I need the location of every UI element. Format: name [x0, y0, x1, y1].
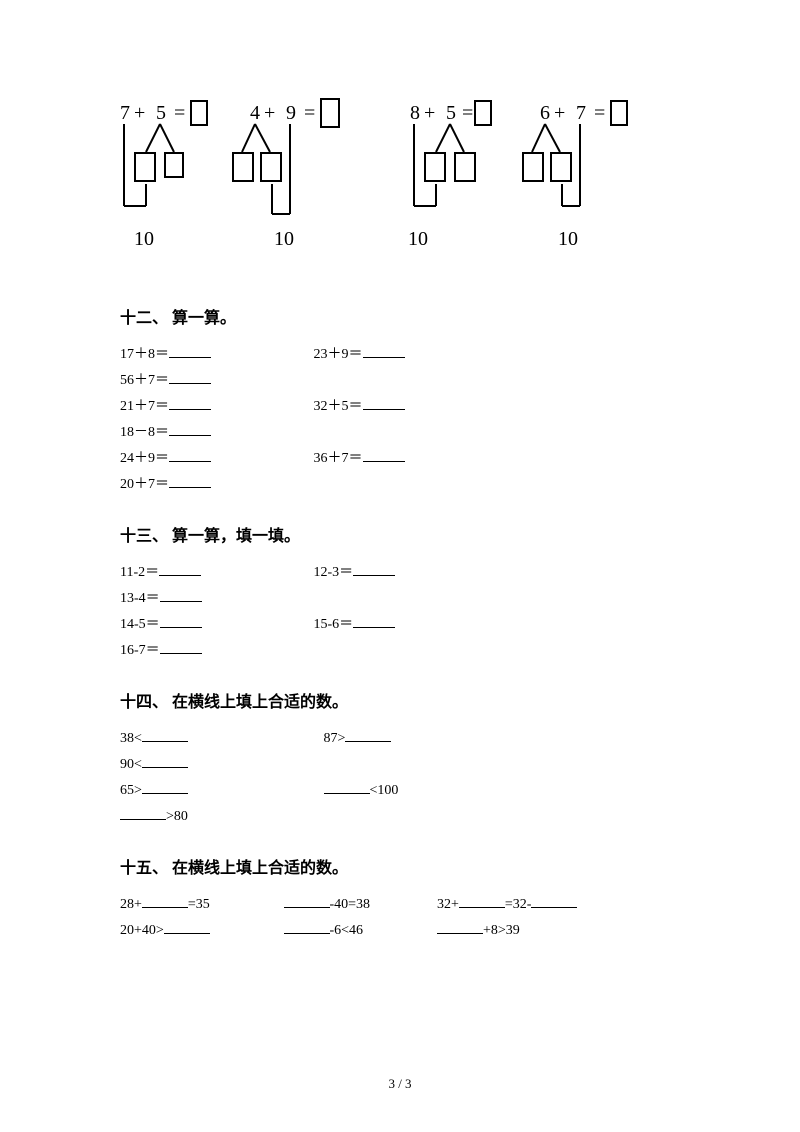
answer-blank [169, 343, 211, 358]
answer-blank [120, 805, 166, 820]
expr: -40=38 [330, 897, 371, 912]
expr: 12-3＝ [314, 565, 354, 580]
split-box-right [260, 152, 282, 182]
answer-blank [169, 473, 211, 488]
split-box-left [232, 152, 254, 182]
expr-post: <100 [370, 783, 399, 798]
diagram-3: 8 + 5 = 10 [410, 100, 550, 280]
answer-blank [169, 395, 211, 410]
ten-label: 10 [558, 228, 578, 251]
problem-row: 24＋9＝ 36＋7＝ 20＋7＝ [120, 446, 690, 498]
expr: +8>39 [483, 923, 520, 938]
expr: 15-6＝ [314, 617, 354, 632]
problem-row: 20+40> -6<46 +8>39 [120, 918, 690, 944]
answer-blank [142, 727, 188, 742]
answer-blank [363, 447, 405, 462]
split-box-left [134, 152, 156, 182]
ten-label: 10 [274, 228, 294, 251]
answer-blank [459, 893, 505, 908]
problem-row: 21＋7＝ 32＋5＝ 18－8＝ [120, 394, 690, 446]
diagram-2: 4 + 9 = 10 [250, 100, 390, 280]
problem-row: 11-2＝ 12-3＝ 13-4＝ [120, 560, 690, 612]
section-12: 十二、 算一算。 17＋8＝ 23＋9＝ 56＋7＝ 21＋7＝ 32＋5＝ 1… [120, 304, 690, 498]
expr: 24＋9＝ [120, 451, 169, 466]
expr: =35 [188, 897, 210, 912]
answer-blank [142, 753, 188, 768]
answer-blank [160, 639, 202, 654]
section-title: 十二、 算一算。 [120, 304, 690, 328]
expr: 56＋7＝ [120, 373, 169, 388]
expr: 14-5＝ [120, 617, 160, 632]
expr: 16-7＝ [120, 643, 160, 658]
problem-row: 38< 87> 90< [120, 726, 690, 778]
expr: 18－8＝ [120, 425, 169, 440]
answer-blank [437, 919, 483, 934]
split-box-right [550, 152, 572, 182]
answer-blank [142, 779, 188, 794]
expr: =32- [505, 897, 532, 912]
expr: 20＋7＝ [120, 477, 169, 492]
answer-blank [353, 613, 395, 628]
answer-blank [159, 561, 201, 576]
section-15: 十五、 在横线上填上合适的数。 28+ =35 -40=38 32+ =32- 20… [120, 854, 690, 944]
answer-blank [284, 919, 330, 934]
answer-blank [363, 343, 405, 358]
answer-blank [324, 779, 370, 794]
split-box-left [424, 152, 446, 182]
ten-label: 10 [408, 228, 428, 251]
section-title: 十三、 算一算，填一填。 [120, 522, 690, 546]
expr: 17＋8＝ [120, 347, 169, 362]
decomposition-diagrams: 7 + 5 = 10 4 + 9 = [120, 100, 690, 280]
problem-row: 28+ =35 -40=38 32+ =32- [120, 892, 690, 918]
diagram-4: 6 + 7 = 10 [540, 100, 680, 280]
expr: 23＋9＝ [314, 347, 363, 362]
section-title: 十四、 在横线上填上合适的数。 [120, 688, 690, 712]
answer-blank [284, 893, 330, 908]
expr: 11-2＝ [120, 565, 159, 580]
split-box-left [522, 152, 544, 182]
expr-pre: 87> [324, 731, 346, 746]
expr: 32＋5＝ [314, 399, 363, 414]
page: 7 + 5 = 10 4 + 9 = [0, 0, 800, 1132]
expr: 28+ [120, 897, 142, 912]
page-number: 3 / 3 [0, 1076, 800, 1092]
answer-blank [164, 919, 210, 934]
answer-blank [169, 447, 211, 462]
expr: 20+40> [120, 923, 164, 938]
section-title: 十五、 在横线上填上合适的数。 [120, 854, 690, 878]
expr: -6<46 [330, 923, 364, 938]
expr: 21＋7＝ [120, 399, 169, 414]
answer-blank [353, 561, 395, 576]
expr-pre: 38< [120, 731, 142, 746]
problem-row: 14-5＝ 15-6＝ 16-7＝ [120, 612, 690, 664]
section-13: 十三、 算一算，填一填。 11-2＝ 12-3＝ 13-4＝ 14-5＝ 15-… [120, 522, 690, 664]
answer-blank [142, 893, 188, 908]
ten-label: 10 [134, 228, 154, 251]
answer-blank [345, 727, 391, 742]
expr-pre: 90< [120, 757, 142, 772]
expr: 36＋7＝ [314, 451, 363, 466]
answer-blank [169, 369, 211, 384]
section-14: 十四、 在横线上填上合适的数。 38< 87> 90< 65> <100 >80 [120, 688, 690, 830]
answer-blank [531, 893, 577, 908]
expr: 32+ [437, 897, 459, 912]
split-box-right [164, 152, 184, 178]
expr-pre: 65> [120, 783, 142, 798]
expr: 13-4＝ [120, 591, 160, 606]
problem-row: 17＋8＝ 23＋9＝ 56＋7＝ [120, 342, 690, 394]
answer-blank [160, 587, 202, 602]
split-box-right [454, 152, 476, 182]
answer-blank [363, 395, 405, 410]
expr-post: >80 [166, 809, 188, 824]
answer-blank [160, 613, 202, 628]
answer-blank [169, 421, 211, 436]
problem-row: 65> <100 >80 [120, 778, 690, 830]
diagram-1: 7 + 5 = 10 [120, 100, 260, 280]
